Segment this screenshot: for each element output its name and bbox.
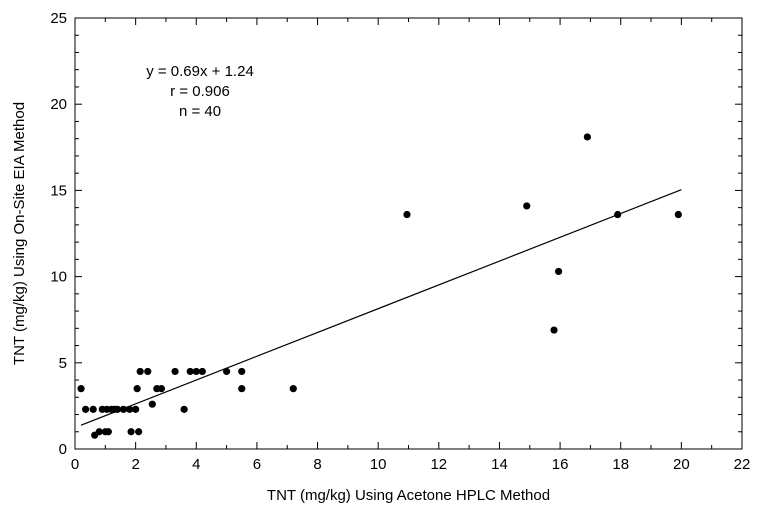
data-point [186,367,194,376]
data-point [289,385,297,393]
data-point [403,210,411,219]
data-point [180,405,188,413]
data-point [104,428,112,436]
correlation-label: r = 0.906 [170,83,230,100]
equation-label: y = 0.69x + 1.24 [146,63,254,80]
x-tick-label: 0 [71,456,79,473]
regression-line [80,189,682,426]
x-tick-label: 2 [131,456,139,473]
y-tick-label: 15 [50,182,67,199]
regression-line-group [80,189,682,426]
data-point [614,210,622,219]
data-point [171,367,179,376]
x-tick-label: 18 [612,456,629,473]
data-point [583,133,591,141]
data-point [192,367,200,376]
data-point [119,405,128,413]
data-point [238,385,246,393]
data-point [95,428,103,436]
x-tick-label: 4 [192,456,200,473]
data-point [674,210,682,219]
axis-ticks: 0 2 4 6 8 10 12 14 16 18 20 22 0 5 10 15 20 25 [50,10,750,473]
data-point [144,367,152,376]
sample-size-label: n = 40 [179,103,221,120]
x-tick-label: 20 [673,456,690,473]
data-point [127,428,135,436]
data-point [132,405,140,413]
data-point [82,405,90,413]
data-point [198,367,206,376]
data-point [523,202,531,210]
x-tick-label: 16 [552,456,569,473]
y-tick-label: 25 [50,10,67,27]
x-tick-label: 12 [430,456,447,473]
data-point [135,428,143,436]
data-point [77,385,85,393]
x-axis-title: TNT (mg/kg) Using Acetone HPLC Method [267,487,550,504]
data-point [222,367,231,376]
data-point [125,405,134,413]
data-point [136,367,144,376]
x-tick-label: 22 [734,456,751,473]
y-tick-label: 0 [59,441,67,458]
y-tick-label: 10 [50,269,67,286]
y-tick-label: 5 [59,355,67,372]
y-axis-title: TNT (mg/kg) Using On-Site EIA Method [11,102,28,365]
data-points [77,133,682,439]
data-point [157,385,166,393]
data-point [89,405,97,413]
x-tick-label: 10 [370,456,387,473]
data-point [554,267,563,276]
data-point [550,326,558,334]
x-tick-label: 14 [491,456,508,473]
data-point [133,385,141,393]
data-point [113,405,122,413]
regression-annotation: y = 0.69x + 1.24 r = 0.906 n = 40 [146,63,254,120]
y-tick-label: 20 [50,96,67,113]
data-point [238,367,246,376]
x-tick-label: 8 [313,456,321,473]
x-tick-label: 6 [253,456,261,473]
data-point [148,400,156,408]
